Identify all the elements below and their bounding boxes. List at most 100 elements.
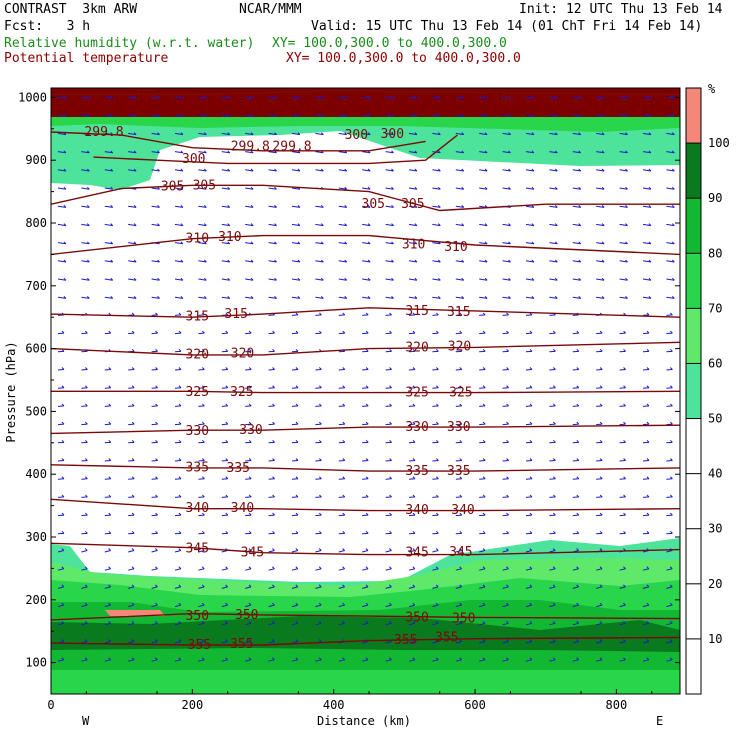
wind-vector (455, 187, 464, 190)
wind-vector-head (670, 330, 673, 334)
wind-vector-head (250, 241, 254, 245)
wind-vector (479, 278, 488, 281)
wind-vector-head (435, 584, 439, 588)
wind-vector-head (295, 548, 299, 551)
wind-vector-head (554, 205, 558, 208)
wind-vector (408, 586, 415, 589)
wind-vector-head (436, 330, 439, 334)
wind-vector (291, 187, 300, 190)
wind-vector-head (61, 403, 65, 407)
wind-vector (642, 96, 651, 99)
theta-contour-340 (51, 498, 680, 512)
wind-vector-head (578, 241, 582, 245)
wind-vector-head (648, 114, 652, 117)
wind-vector-head (274, 296, 277, 299)
wind-vector-head (227, 168, 231, 172)
wind-vector-head (295, 494, 299, 498)
wind-vector-head (227, 132, 231, 135)
wind-vector-head (86, 241, 90, 245)
wind-vector-head (86, 205, 90, 208)
wind-vector-head (84, 620, 88, 624)
wind-vector-head (435, 657, 439, 661)
wind-vector-head (412, 494, 416, 498)
wind-vector-head (529, 476, 533, 480)
wind-vector (479, 151, 488, 154)
wind-vector (455, 260, 464, 263)
wind-vector-head (437, 205, 441, 208)
wind-vector-head (133, 95, 137, 99)
wind-vector (502, 659, 509, 662)
wind-vector (549, 169, 558, 172)
wind-vector-head (250, 296, 254, 299)
wind-vector-head (272, 512, 275, 516)
wind-vector-head (414, 223, 418, 226)
wind-vector-head (365, 421, 369, 425)
wind-vector-head (295, 348, 299, 352)
wind-vector-head (63, 150, 67, 154)
wind-vector (221, 132, 230, 136)
wind-vector-head (601, 168, 605, 172)
wind-vector-head (63, 296, 67, 299)
wind-vector-head (389, 312, 392, 316)
contour-label: 300 (133, 89, 156, 104)
wind-vector-head (554, 186, 558, 190)
wind-vector-head (436, 403, 439, 407)
wind-vector (455, 96, 464, 99)
wind-vector-head (203, 205, 207, 208)
wind-vector-head (297, 205, 301, 208)
wind-vector-head (435, 620, 439, 624)
wind-vector (666, 586, 673, 589)
west-label: W (82, 714, 90, 728)
wind-vector-head (625, 296, 628, 299)
wind-vector-head (295, 476, 299, 480)
wind-vector-head (506, 512, 509, 516)
wind-vector-head (648, 277, 652, 281)
wind-vector (619, 278, 628, 281)
wind-vector (572, 278, 581, 281)
wind-vector-head (319, 512, 322, 516)
wind-vector (81, 205, 90, 208)
y-tick-label: 1000 (18, 90, 47, 104)
wind-vector (619, 604, 626, 608)
y-tick-label: 100 (25, 656, 47, 670)
wind-vector-head (435, 566, 439, 570)
wind-vector (362, 278, 371, 281)
wind-vector (502, 260, 511, 263)
wind-vector (81, 296, 90, 299)
wind-vector-head (180, 296, 184, 299)
theta-contour-330 (51, 424, 680, 435)
wind-vector (502, 586, 509, 589)
wind-vector (291, 96, 300, 99)
wind-vector (619, 114, 628, 117)
wind-vector (315, 96, 324, 99)
wind-vector (221, 187, 230, 190)
wind-vector (362, 223, 371, 227)
wind-vector-head (389, 584, 392, 588)
wind-vector-head (297, 114, 301, 117)
wind-vector (385, 641, 392, 644)
wind-vector (596, 296, 605, 299)
wind-vector (362, 622, 369, 626)
wind-vector-head (63, 223, 67, 226)
wind-vector-head (367, 186, 371, 190)
wind-vector-head (599, 548, 603, 551)
wind-vector-head (155, 439, 158, 443)
wind-vector-head (272, 367, 275, 370)
wind-vector (128, 260, 137, 263)
wind-vector-head (437, 150, 441, 154)
wind-vector-head (320, 241, 324, 245)
wind-vector-head (531, 168, 535, 172)
wind-vector (268, 205, 277, 208)
wind-vector (128, 96, 137, 99)
wind-vector (479, 568, 486, 571)
wind-vector-head (391, 150, 394, 154)
wind-vector (642, 659, 649, 662)
wind-vector (198, 151, 207, 154)
wind-vector-head (529, 639, 533, 642)
wind-vector (596, 132, 605, 136)
wind-vector (268, 659, 275, 662)
wind-vector-head (157, 277, 160, 281)
wind-vector-head (578, 259, 582, 263)
wind-vector-head (459, 548, 462, 551)
wind-vector (666, 659, 673, 662)
